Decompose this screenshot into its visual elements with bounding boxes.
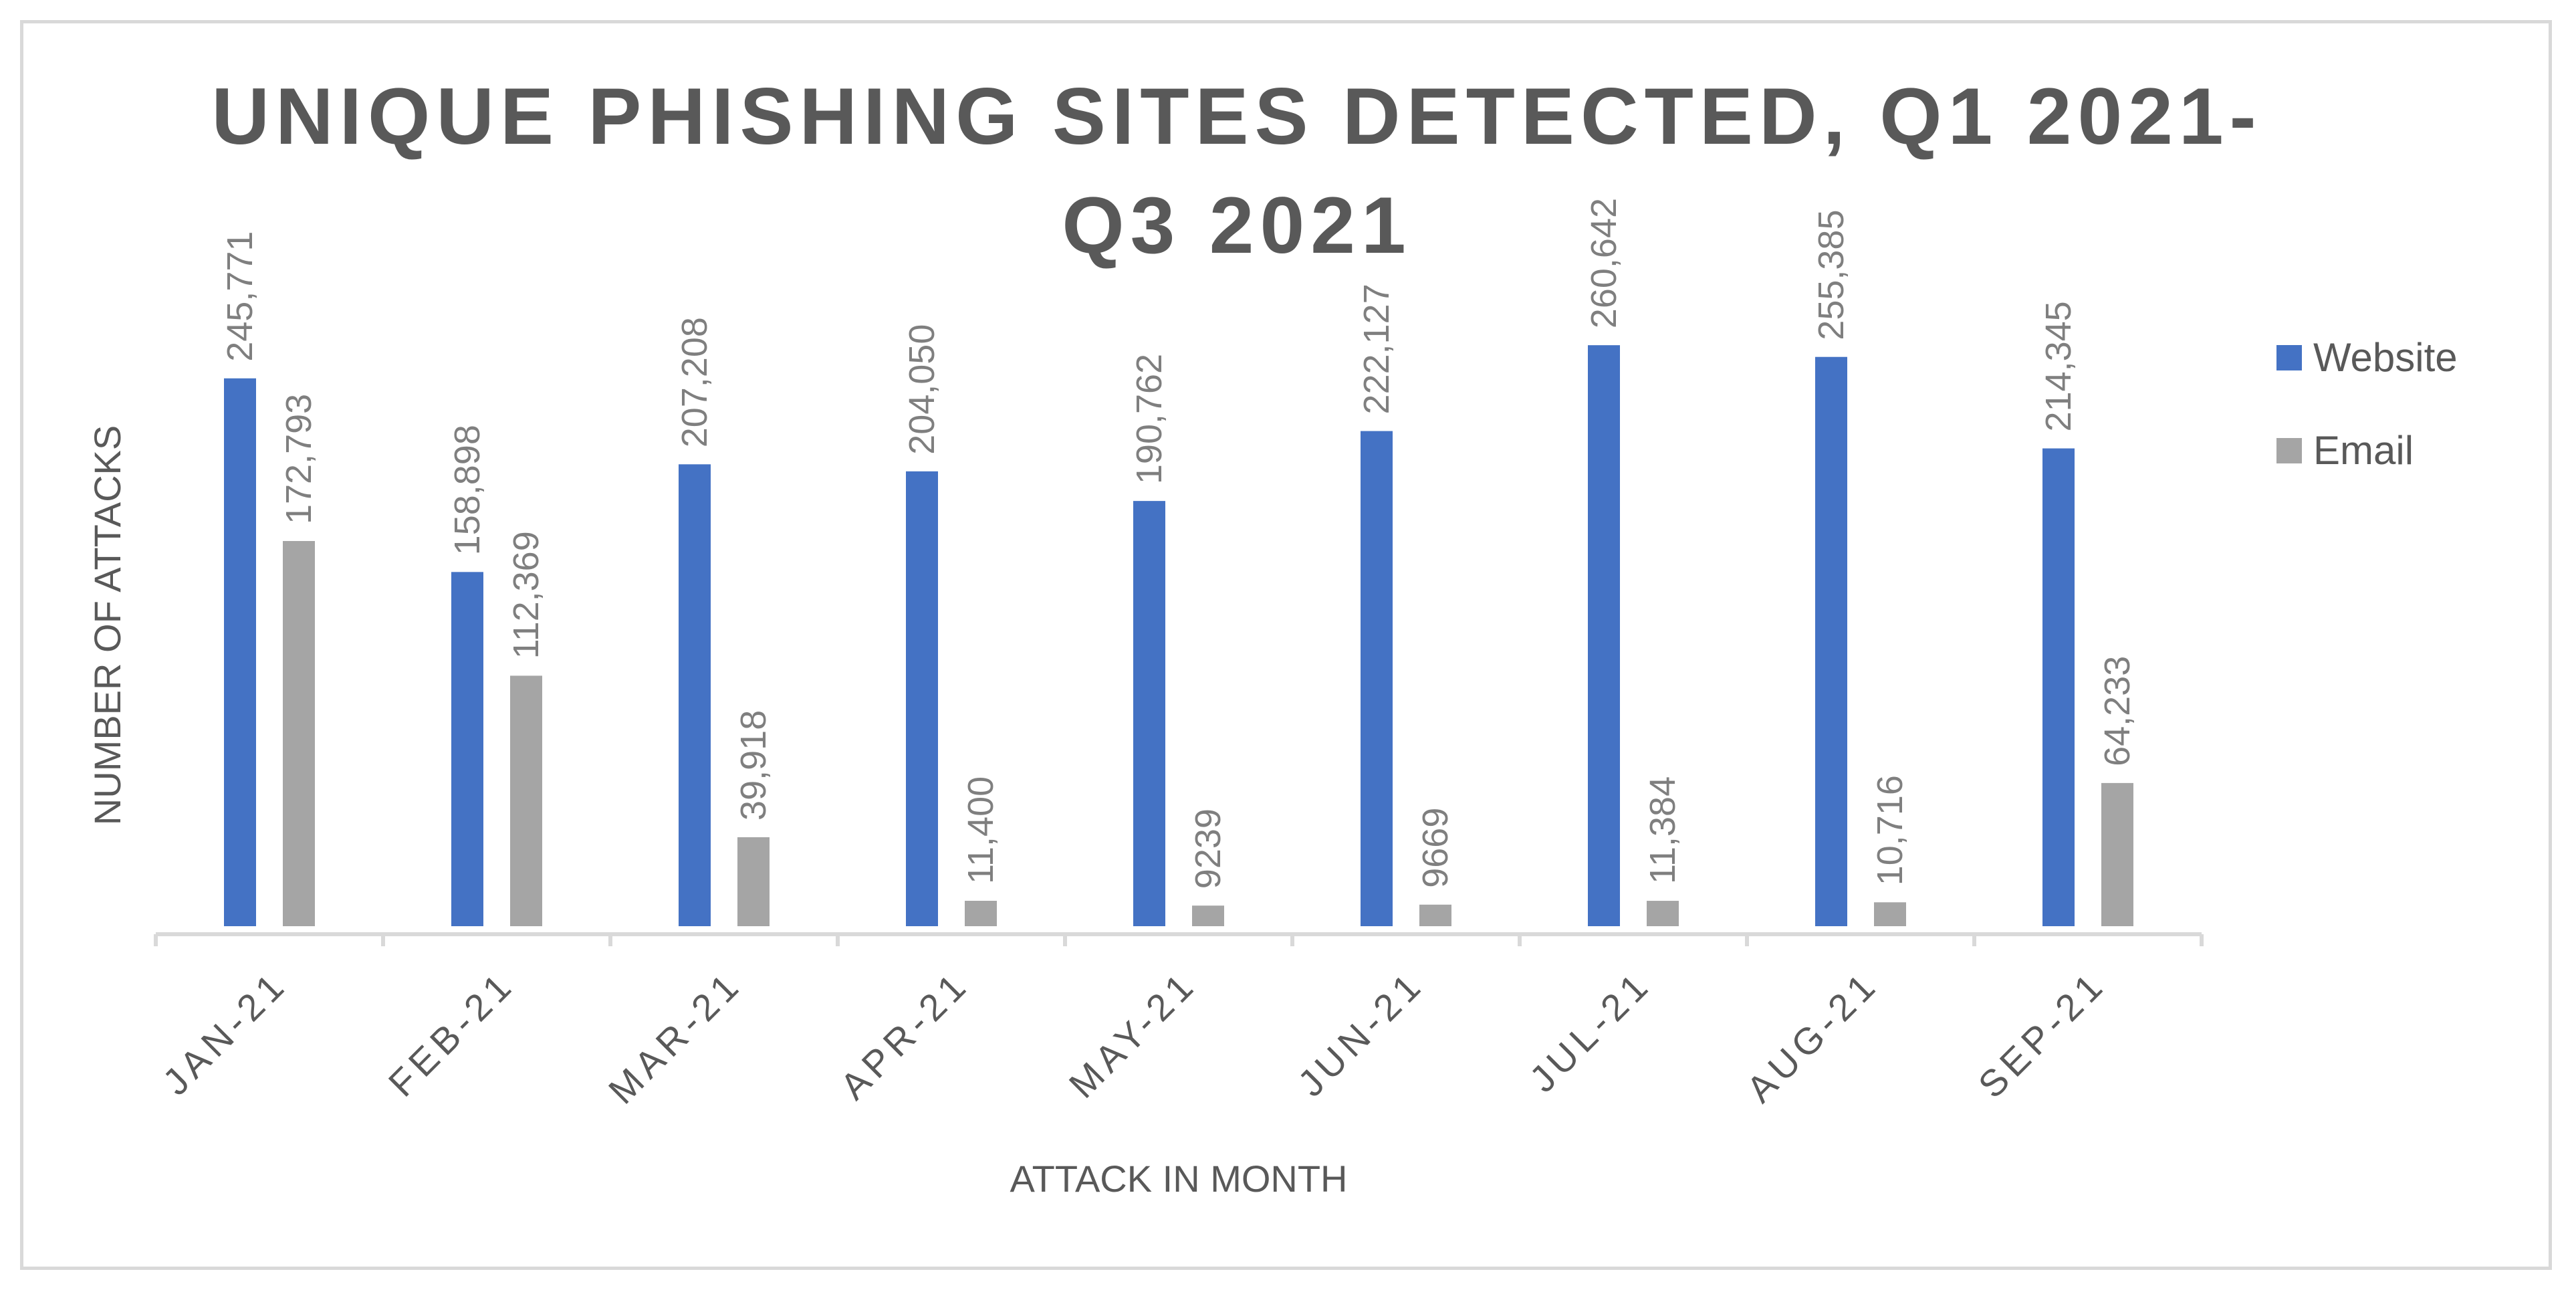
- category-label-jan-21: JAN-21: [154, 962, 296, 1103]
- bar-series: [224, 345, 2133, 926]
- category-label-feb-21: FEB-21: [380, 962, 523, 1105]
- bar-email-jan-21: [283, 541, 315, 926]
- x-axis-ticks: [154, 934, 2204, 946]
- bar-email-jul-21: [1647, 901, 1679, 926]
- data-label-website-may-21: 190,762: [1129, 354, 1169, 484]
- data-label-website-aug-21: 255,385: [1811, 210, 1851, 340]
- category-labels: JAN-21 FEB-21 MAR-21 APR-21 MAY-21 JUN-21 JUL-…: [154, 962, 2114, 1112]
- data-label-website-feb-21: 158,898: [447, 425, 487, 555]
- data-label-email-jun-21: 9669: [1415, 808, 1455, 888]
- legend-swatch-website: [2276, 345, 2302, 370]
- data-label-email-feb-21: 112,369: [506, 531, 546, 659]
- legend-label-email: Email: [2313, 428, 2414, 473]
- data-label-email-may-21: 9239: [1188, 808, 1228, 889]
- bar-email-jun-21: [1419, 904, 1451, 926]
- data-label-email-jan-21: 172,793: [279, 394, 319, 524]
- bar-website-mar-21: [679, 464, 711, 926]
- data-label-email-apr-21: 11,400: [961, 776, 1001, 884]
- data-label-email-sep-21: 64,233: [2097, 656, 2137, 766]
- category-label-aug-21: AUG-21: [1738, 962, 1887, 1111]
- data-label-email-jul-21: 11,384: [1643, 776, 1683, 884]
- bar-website-jan-21: [224, 378, 256, 926]
- bar-email-feb-21: [510, 675, 542, 926]
- category-label-may-21: MAY-21: [1061, 962, 1205, 1106]
- bar-website-may-21: [1133, 501, 1165, 926]
- bar-website-jun-21: [1361, 431, 1393, 926]
- bar-email-apr-21: [965, 901, 997, 926]
- data-label-website-jun-21: 222,127: [1357, 284, 1397, 414]
- data-label-website-sep-21: 214,345: [2038, 301, 2079, 431]
- bar-website-sep-21: [2042, 448, 2075, 926]
- x-axis-title: ATTACK IN MONTH: [1010, 1158, 1347, 1200]
- bar-email-aug-21: [1874, 902, 1906, 926]
- chart-frame: [20, 20, 2552, 1270]
- chart-title-line-1: UNIQUE PHISHING SITES DETECTED, Q1 2021-: [211, 72, 2262, 161]
- data-label-website-jul-21: 260,642: [1584, 198, 1624, 328]
- data-label-website-jan-21: 245,771: [220, 231, 260, 362]
- legend-label-website: Website: [2313, 335, 2458, 380]
- data-label-email-mar-21: 39,918: [733, 710, 774, 821]
- chart-title-line-2: Q3 2021: [1062, 181, 1411, 270]
- bar-website-feb-21: [451, 572, 483, 926]
- legend: Website Email: [2276, 335, 2458, 473]
- data-label-website-apr-21: 204,050: [902, 324, 942, 455]
- category-label-apr-21: APR-21: [832, 962, 977, 1107]
- category-label-jul-21: JUL-21: [1521, 962, 1659, 1100]
- category-label-jun-21: JUN-21: [1290, 962, 1432, 1105]
- bar-website-jul-21: [1588, 345, 1620, 926]
- y-axis-title: NUMBER OF ATTACKS: [86, 425, 128, 825]
- data-label-website-mar-21: 207,208: [675, 317, 715, 447]
- category-label-sep-21: SEP-21: [1970, 962, 2114, 1106]
- bar-website-aug-21: [1815, 356, 1847, 926]
- bar-website-apr-21: [906, 471, 938, 926]
- legend-swatch-email: [2276, 438, 2302, 463]
- bar-email-may-21: [1192, 905, 1224, 926]
- category-label-mar-21: MAR-21: [600, 962, 750, 1112]
- data-label-email-aug-21: 10,716: [1870, 775, 1910, 885]
- bar-email-mar-21: [737, 837, 770, 926]
- bar-email-sep-21: [2101, 782, 2133, 926]
- data-labels: 245,771 172,793 158,898 112,369 207,208 39,91…: [220, 198, 2137, 889]
